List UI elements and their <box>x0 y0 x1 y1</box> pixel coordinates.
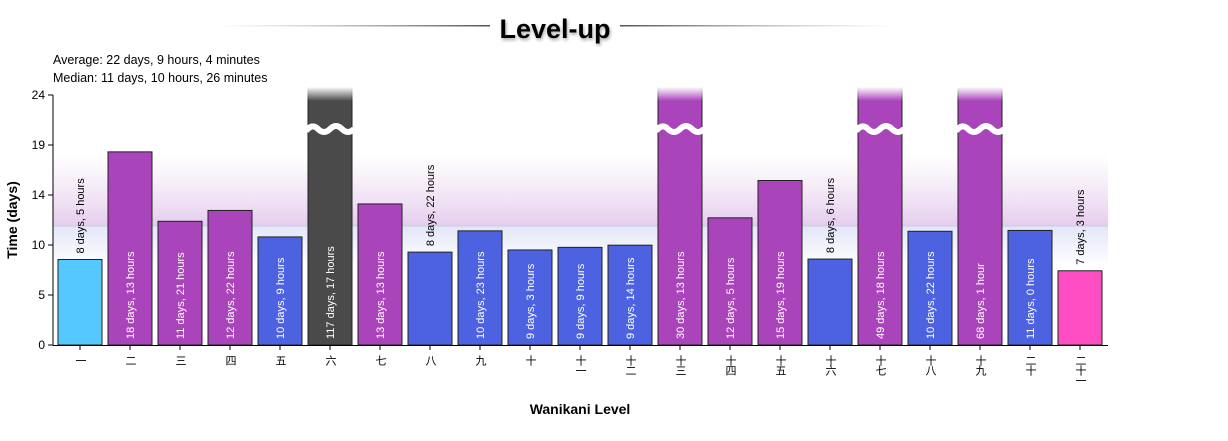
y-tick-label: 10 <box>32 238 46 252</box>
value-label: 10 days, 22 hours <box>925 251 937 339</box>
value-label: 18 days, 13 hours <box>125 251 137 339</box>
value-label: 11 days, 21 hours <box>175 252 187 339</box>
axis-break <box>303 123 357 135</box>
value-label: 49 days, 18 hours <box>875 251 887 339</box>
x-tick-label: 二十 <box>1024 355 1037 376</box>
value-label: 15 days, 19 hours <box>775 251 787 339</box>
value-label: 117 days, 17 hours <box>325 246 337 339</box>
y-tick-label: 0 <box>38 338 45 352</box>
x-tick-label: 十九 <box>974 354 987 376</box>
value-label: 8 days, 22 hours <box>425 164 437 246</box>
title-rule <box>215 25 490 27</box>
bar-fade <box>657 87 703 101</box>
value-label: 13 days, 13 hours <box>375 251 387 339</box>
x-tick-label: 十八 <box>924 354 937 376</box>
y-tick-label: 5 <box>38 288 45 302</box>
value-label: 8 days, 6 hours <box>825 177 837 253</box>
bar <box>457 230 503 346</box>
bar-fade <box>857 87 903 101</box>
value-label: 9 days, 14 hours <box>625 257 637 339</box>
y-tick-label: 14 <box>32 188 46 202</box>
value-label: 8 days, 5 hours <box>75 178 87 254</box>
bar <box>757 180 803 346</box>
x-tick-label: 十四 <box>724 354 737 376</box>
bar <box>207 209 253 346</box>
x-tick-label: 二十一 <box>1074 355 1087 385</box>
bar <box>157 220 203 346</box>
annotation: Average: 22 days, 9 hours, 4 minutes <box>53 53 260 67</box>
x-tick-label: 一 <box>74 355 87 365</box>
x-axis-label: Wanikani Level <box>530 401 631 417</box>
x-tick-label: 六 <box>324 355 337 366</box>
axis-break <box>653 123 707 135</box>
y-axis-label: Time (days) <box>4 181 20 259</box>
x-tick-label: 十六 <box>824 354 837 376</box>
bar <box>407 251 453 346</box>
chart-title: Level-up <box>499 14 610 44</box>
value-label: 9 days, 3 hours <box>525 263 537 339</box>
x-tick-label: 十二 <box>624 354 637 375</box>
bar <box>807 258 853 346</box>
x-tick-label: 八 <box>424 355 437 366</box>
x-tick-label: 二 <box>124 355 137 365</box>
x-tick-label: 十七 <box>874 354 887 376</box>
bar <box>1007 229 1053 346</box>
x-tick-label: 三 <box>174 355 187 365</box>
x-tick-label: 四 <box>224 355 237 366</box>
bar <box>257 236 303 346</box>
value-label: 10 days, 23 hours <box>475 251 487 339</box>
value-label: 7 days, 3 hours <box>1075 189 1087 265</box>
plot: 0 5 10 14 19 24 一 8 days, 5 hours 二 18 days, 13 h… <box>32 87 1103 385</box>
y-tick-label: 19 <box>32 138 46 152</box>
value-label: 9 days, 9 hours <box>575 263 587 339</box>
x-tick-label: 十五 <box>774 354 787 375</box>
value-label: 12 days, 22 hours <box>225 251 237 339</box>
axis-break <box>953 123 1007 135</box>
y-tick-label: 24 <box>32 88 46 102</box>
bar <box>1057 270 1103 346</box>
x-tick-label: 七 <box>374 355 387 366</box>
x-tick-label: 五 <box>274 355 287 365</box>
value-label: 30 days, 13 hours <box>675 251 687 339</box>
value-label: 12 days, 5 hours <box>725 257 737 339</box>
value-label: 68 days, 1 hour <box>975 263 987 339</box>
axis-break <box>853 123 907 135</box>
bar <box>57 259 103 346</box>
annotation: Median: 11 days, 10 hours, 26 minutes <box>53 71 267 85</box>
bar <box>507 249 553 346</box>
bar-fade <box>307 87 353 101</box>
value-label: 10 days, 9 hours <box>275 257 287 339</box>
bar <box>907 230 953 346</box>
value-label: 11 days, 0 hours <box>1025 258 1037 339</box>
bar <box>707 217 753 346</box>
bar-fade <box>957 87 1003 101</box>
title-rule <box>620 25 895 27</box>
bar <box>107 151 153 346</box>
x-tick-label: 十一 <box>574 354 587 375</box>
x-tick-label: 十 <box>524 354 537 366</box>
x-tick-label: 九 <box>474 355 487 366</box>
bar <box>607 244 653 346</box>
x-tick-label: 十三 <box>674 354 687 375</box>
